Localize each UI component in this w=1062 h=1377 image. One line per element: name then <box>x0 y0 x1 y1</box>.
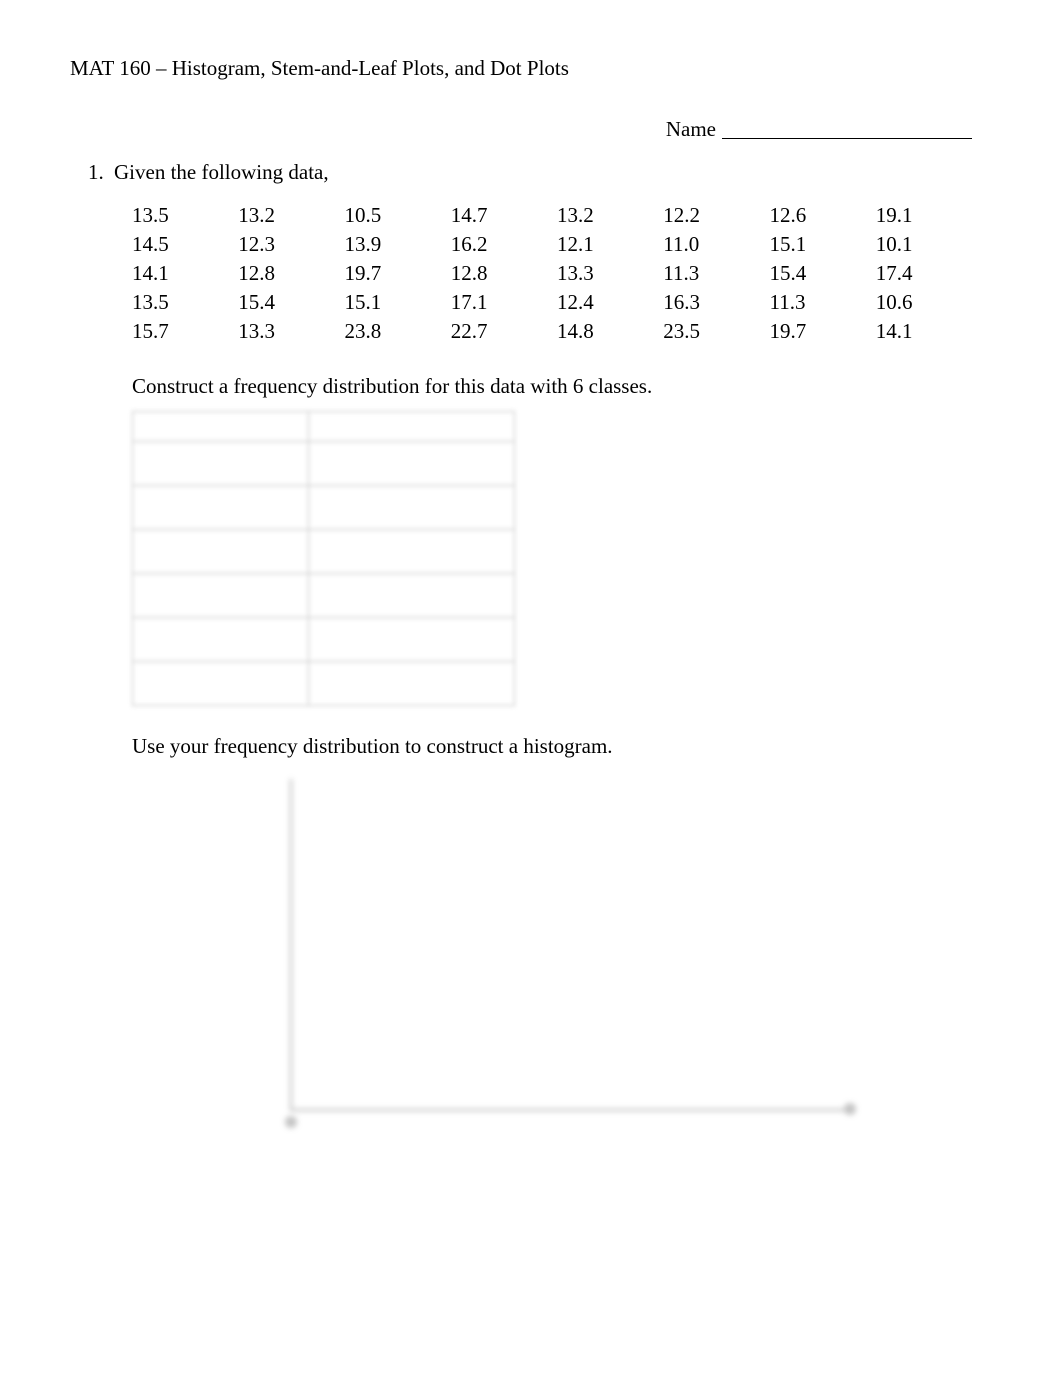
data-table: 13.513.210.514.713.212.212.619.114.512.3… <box>132 201 982 346</box>
data-cell: 11.0 <box>663 230 769 259</box>
data-cell: 13.3 <box>557 259 663 288</box>
data-cell: 23.8 <box>345 317 451 346</box>
freq-cell <box>133 442 309 486</box>
data-cell: 13.9 <box>345 230 451 259</box>
data-cell: 19.7 <box>770 317 876 346</box>
data-cell: 10.5 <box>345 201 451 230</box>
data-cell: 12.6 <box>770 201 876 230</box>
freq-row <box>133 618 515 662</box>
freq-row <box>133 530 515 574</box>
freq-cell <box>133 574 309 618</box>
data-cell: 23.5 <box>663 317 769 346</box>
data-cell: 12.3 <box>238 230 344 259</box>
data-cell: 13.2 <box>238 201 344 230</box>
data-cell: 15.4 <box>770 259 876 288</box>
page: MAT 160 – Histogram, Stem-and-Leaf Plots… <box>0 0 1062 1377</box>
origin-marker <box>285 1116 297 1128</box>
freq-cell <box>309 618 515 662</box>
data-row: 13.515.415.117.112.416.311.310.6 <box>132 288 982 317</box>
y-axis <box>290 779 292 1109</box>
histogram-instruction: Use your frequency distribution to const… <box>132 734 992 759</box>
freq-cell <box>133 618 309 662</box>
x-axis-end-marker <box>844 1103 856 1115</box>
data-cell: 14.7 <box>451 201 557 230</box>
data-row: 13.513.210.514.713.212.212.619.1 <box>132 201 982 230</box>
data-cell: 10.6 <box>876 288 982 317</box>
data-cell: 14.8 <box>557 317 663 346</box>
question-number: 1. <box>70 160 114 185</box>
data-row: 15.713.323.822.714.823.519.714.1 <box>132 317 982 346</box>
data-cell: 19.1 <box>876 201 982 230</box>
freq-instruction: Construct a frequency distribution for t… <box>132 374 992 399</box>
data-cell: 19.7 <box>345 259 451 288</box>
x-axis <box>290 1109 850 1111</box>
histogram-axes-blurred <box>230 779 992 1149</box>
name-underline <box>722 114 972 139</box>
data-cell: 10.1 <box>876 230 982 259</box>
question-prompt: Given the following data, <box>114 160 329 185</box>
data-cell: 13.5 <box>132 201 238 230</box>
data-cell: 14.5 <box>132 230 238 259</box>
data-cell: 15.4 <box>238 288 344 317</box>
histogram-area <box>230 779 870 1149</box>
question-1-row: 1. Given the following data, <box>70 160 992 185</box>
data-cell: 12.8 <box>238 259 344 288</box>
data-cell: 15.1 <box>770 230 876 259</box>
freq-cell <box>133 412 309 442</box>
freq-row <box>133 574 515 618</box>
data-cell: 15.1 <box>345 288 451 317</box>
freq-cell <box>309 530 515 574</box>
data-cell: 11.3 <box>770 288 876 317</box>
data-cell: 22.7 <box>451 317 557 346</box>
frequency-table-blurred <box>132 411 992 706</box>
freq-row <box>133 486 515 530</box>
data-cell: 16.3 <box>663 288 769 317</box>
freq-cell <box>309 574 515 618</box>
data-row: 14.512.313.916.212.111.015.110.1 <box>132 230 982 259</box>
data-cell: 13.5 <box>132 288 238 317</box>
name-label: Name <box>666 117 716 142</box>
freq-row <box>133 442 515 486</box>
data-cell: 11.3 <box>663 259 769 288</box>
data-cell: 14.1 <box>132 259 238 288</box>
freq-cell <box>309 412 515 442</box>
freq-row <box>133 412 515 442</box>
data-cell: 12.1 <box>557 230 663 259</box>
data-cell: 16.2 <box>451 230 557 259</box>
freq-cell <box>309 662 515 706</box>
data-cell: 13.3 <box>238 317 344 346</box>
data-cell: 12.2 <box>663 201 769 230</box>
data-cell: 13.2 <box>557 201 663 230</box>
freq-cell <box>309 442 515 486</box>
freq-cell <box>133 530 309 574</box>
data-cell: 17.4 <box>876 259 982 288</box>
name-line-row: Name <box>70 117 992 142</box>
freq-row <box>133 662 515 706</box>
data-cell: 12.4 <box>557 288 663 317</box>
freq-cell <box>133 486 309 530</box>
freq-cell <box>309 486 515 530</box>
data-cell: 15.7 <box>132 317 238 346</box>
document-title: MAT 160 – Histogram, Stem-and-Leaf Plots… <box>70 56 992 81</box>
data-cell: 12.8 <box>451 259 557 288</box>
freq-cell <box>133 662 309 706</box>
data-cell: 14.1 <box>876 317 982 346</box>
data-cell: 17.1 <box>451 288 557 317</box>
data-row: 14.112.819.712.813.311.315.417.4 <box>132 259 982 288</box>
frequency-table <box>132 411 515 706</box>
